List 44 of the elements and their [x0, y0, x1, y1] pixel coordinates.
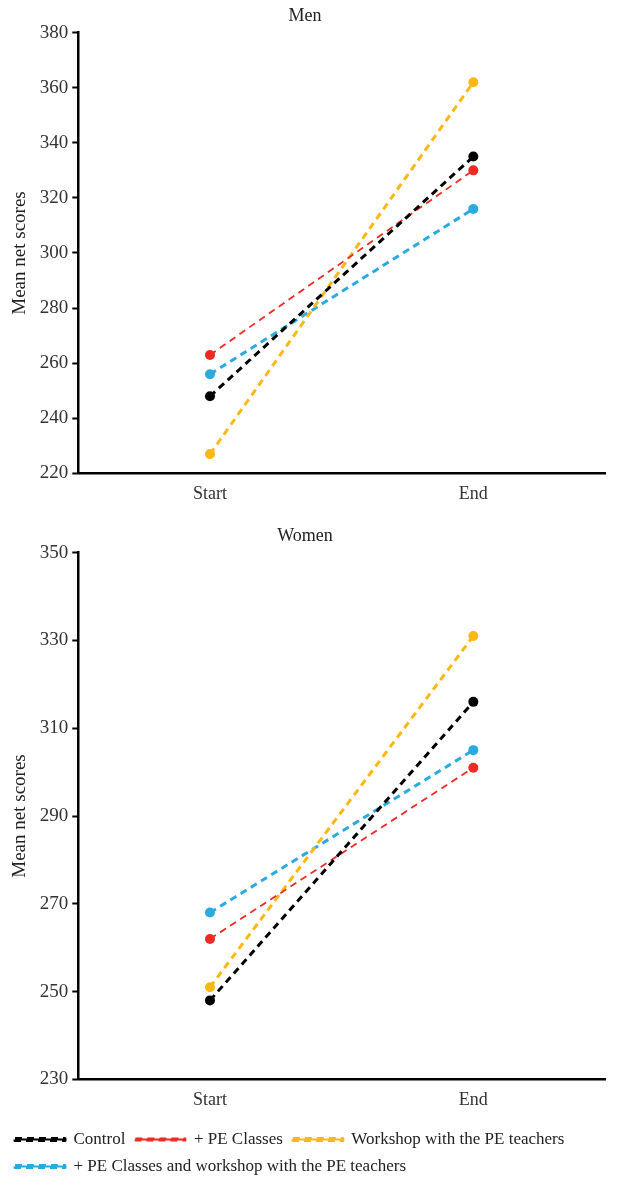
- point: [468, 77, 479, 88]
- x-tick-label: End: [458, 1088, 488, 1109]
- y-tick-label: 310: [39, 716, 69, 738]
- point: [468, 203, 479, 214]
- point: [468, 696, 479, 707]
- y-tick-label: 240: [39, 406, 69, 428]
- y-tick-label: 260: [39, 351, 69, 373]
- point: [204, 907, 215, 918]
- y-tick-label: 230: [39, 1067, 69, 1089]
- point: [204, 933, 215, 944]
- point: [468, 762, 479, 773]
- y-tick-label: 270: [39, 891, 69, 913]
- y-tick-label: 380: [39, 20, 69, 42]
- y-tick-label: 220: [39, 461, 69, 483]
- y-tick-label: 360: [39, 75, 69, 97]
- y-tick-label: 300: [39, 240, 69, 262]
- point: [204, 449, 215, 460]
- point: [204, 982, 215, 993]
- point: [204, 995, 215, 1006]
- x-tick-label: Start: [192, 1088, 227, 1109]
- legend-label: Workshop with the PE teachers: [351, 1128, 565, 1148]
- point: [204, 369, 215, 380]
- x-tick-label: Start: [192, 482, 227, 503]
- y-axis-title: Mean net scores: [8, 191, 30, 315]
- y-tick-label: 320: [39, 185, 69, 207]
- chart-title: Men: [288, 4, 322, 25]
- x-tick-label: End: [458, 482, 488, 503]
- point: [468, 745, 479, 756]
- legend-label: + PE Classes: [193, 1128, 283, 1148]
- point: [468, 165, 479, 176]
- legend-label: + PE Classes and workshop with the PE teachers: [73, 1155, 407, 1175]
- y-axis-title: Mean net scores: [8, 754, 30, 878]
- point: [468, 151, 479, 162]
- point: [204, 391, 215, 402]
- legend-label: Control: [73, 1128, 126, 1148]
- y-tick-label: 350: [39, 540, 69, 562]
- y-tick-label: 290: [39, 803, 69, 825]
- y-tick-label: 330: [39, 628, 69, 650]
- chart-title: Women: [277, 524, 333, 545]
- point: [468, 631, 479, 642]
- y-tick-label: 340: [39, 130, 69, 152]
- y-tick-label: 250: [39, 979, 69, 1001]
- y-tick-label: 280: [39, 296, 69, 318]
- point: [204, 349, 215, 360]
